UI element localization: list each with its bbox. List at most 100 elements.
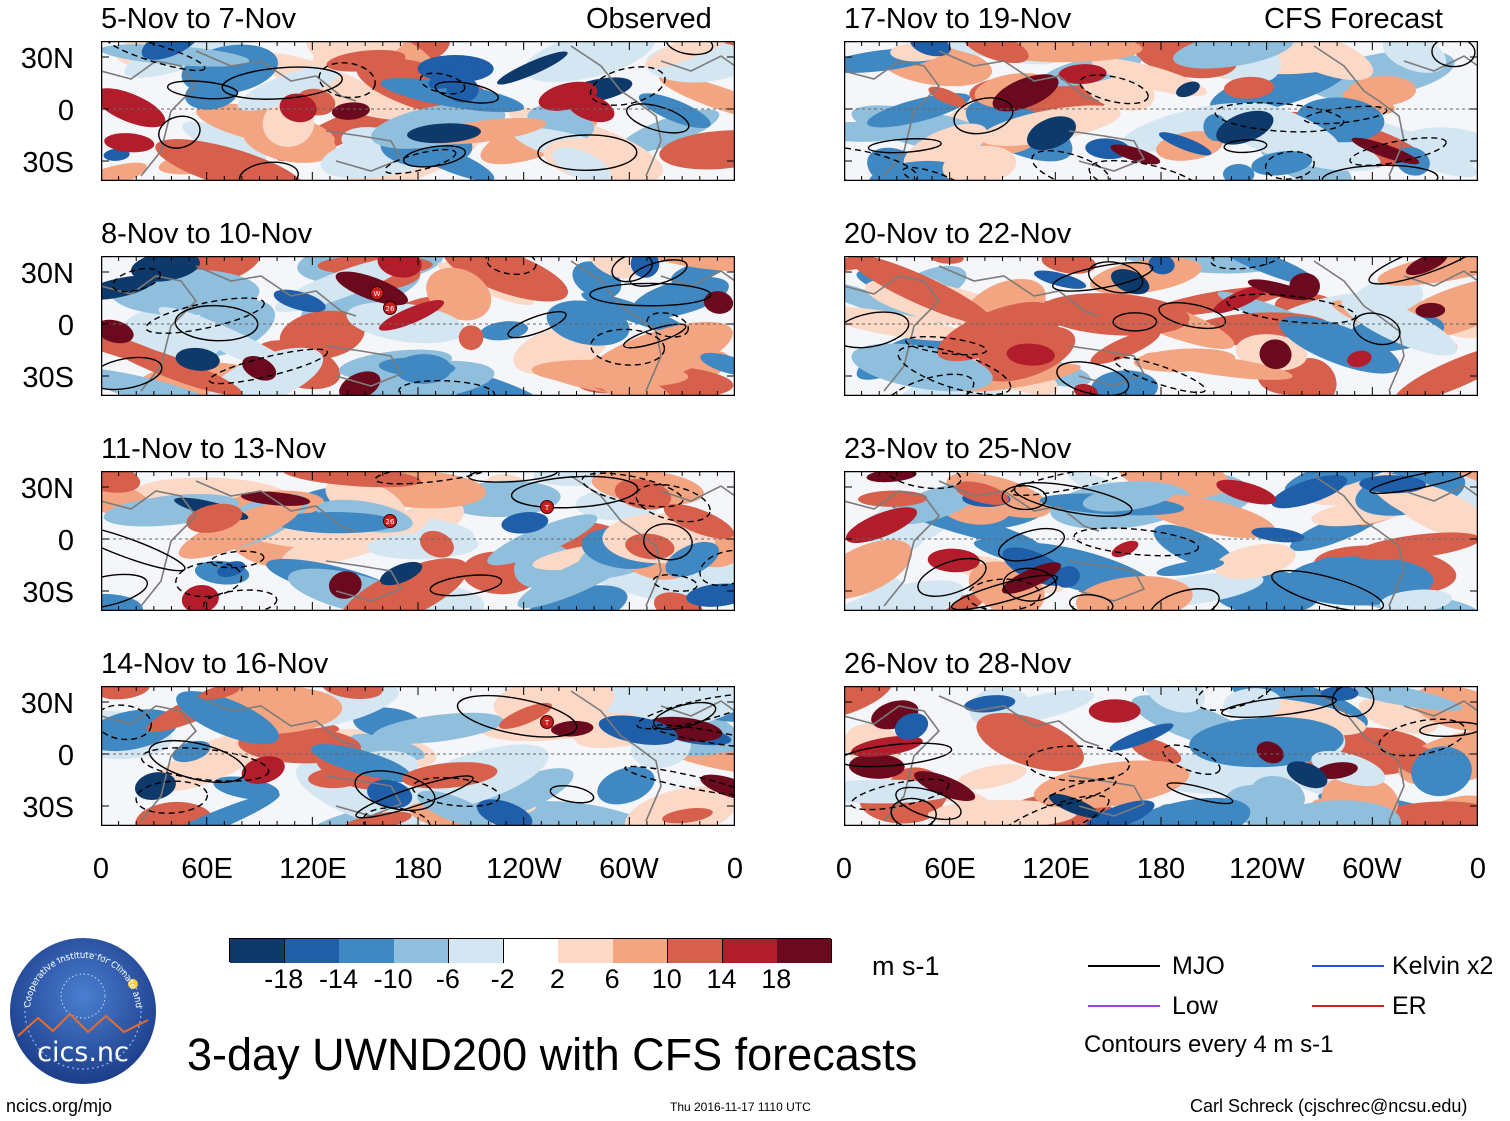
- positive-anomaly: [1214, 543, 1296, 580]
- mjo-contour: [1369, 471, 1473, 495]
- strong-positive-anomaly: [498, 702, 552, 729]
- mjo-contour: [850, 778, 950, 811]
- strong-negative-anomaly: [273, 289, 326, 313]
- negative-anomaly: [101, 44, 250, 67]
- mjo-contour: [485, 256, 537, 276]
- positive-anomaly: [531, 359, 689, 387]
- map-panel-left-2: W 26: [101, 256, 735, 396]
- mjo-contour: [890, 797, 937, 826]
- mjo-contour: [510, 475, 639, 509]
- colorbar-box: [722, 939, 778, 963]
- mjo-contour: [895, 786, 962, 821]
- storm-marker: W: [370, 286, 384, 300]
- column-label-forecast: CFS Forecast: [1264, 3, 1443, 35]
- panel-title-left-2: 8-Nov to 10-Nov: [101, 218, 313, 250]
- negative-anomaly: [1316, 686, 1463, 711]
- strong-negative-anomaly: [1085, 800, 1155, 826]
- strong-negative-anomaly: [630, 256, 660, 278]
- positive-anomaly: [282, 471, 422, 488]
- mjo-contour: [174, 304, 259, 342]
- mjo-contour: [1051, 261, 1154, 292]
- mjo-contour: [902, 166, 966, 181]
- map-panel-right-2: [844, 256, 1478, 396]
- ytick-30s-3: 30S: [22, 577, 74, 609]
- mjo-contour: [581, 472, 684, 508]
- coastline: [325, 345, 403, 387]
- ytick-30n-2: 30N: [20, 258, 74, 290]
- colorbar-box: [339, 939, 395, 963]
- panel-title-left-3: 11-Nov to 13-Nov: [101, 433, 327, 465]
- coastline: [660, 55, 735, 72]
- strong-negative-anomaly: [1299, 722, 1325, 745]
- strong-negative-anomaly: [407, 123, 481, 144]
- negative-anomaly: [1082, 483, 1176, 512]
- positive-anomaly: [942, 145, 1017, 181]
- mjo-contour: [917, 557, 987, 597]
- strong-negative-anomaly: [1033, 270, 1087, 289]
- map-panel-right-4: [844, 686, 1478, 826]
- cics-logo: Cooperative Institute for Climate and Sa…: [5, 929, 158, 1086]
- mjo-contour: [1431, 41, 1476, 68]
- strong-negative-anomaly: [665, 541, 720, 577]
- xtick-left-0: 0: [92, 853, 110, 885]
- footer-url: ncics.org/mjo: [6, 1096, 113, 1116]
- mjo-contour: [844, 311, 910, 349]
- colorbar-unit: m s-1: [872, 951, 940, 981]
- negative-anomaly: [546, 300, 630, 346]
- strong-positive-anomaly: [1247, 279, 1311, 301]
- strong-positive-anomaly: [1110, 144, 1161, 165]
- mjo-contour: [355, 775, 474, 819]
- xtick-right-180: 180: [1136, 853, 1186, 885]
- map-panel-left-3: 26 T: [101, 471, 735, 611]
- strong-negative-anomaly: [910, 41, 951, 57]
- coastline: [938, 695, 1100, 747]
- positive-anomaly: [1342, 89, 1395, 114]
- coastline: [660, 270, 735, 287]
- coastline: [195, 695, 357, 747]
- strong-positive-anomaly: [566, 92, 615, 123]
- positive-anomaly: [844, 306, 967, 342]
- xtick-right-120e: 120E: [1022, 853, 1090, 885]
- mjo-contour: [897, 345, 1012, 396]
- strong-positive-anomaly: [419, 530, 454, 558]
- footer-timestamp: Thu 2016-11-17 1110 UTC: [670, 1100, 811, 1114]
- panel-title-right-3: 23-Nov to 25-Nov: [844, 433, 1072, 465]
- coastline: [195, 265, 357, 317]
- negative-anomaly: [158, 306, 304, 378]
- colorbar-tick-label: 10: [651, 964, 682, 994]
- xtick-right-360: 0: [1469, 853, 1487, 885]
- mjo-contour: [1221, 695, 1337, 718]
- strong-negative-anomaly: [1271, 475, 1348, 509]
- wind-anomaly-map: [844, 41, 1478, 181]
- mjo-contour: [456, 694, 578, 738]
- strong-negative-anomaly: [1158, 132, 1212, 156]
- mjo-contour: [1056, 361, 1130, 396]
- mjo-contour: [844, 742, 953, 768]
- storm-marker: 26: [383, 514, 397, 528]
- strong-positive-anomaly: [844, 256, 874, 272]
- strong-negative-anomaly: [1222, 163, 1255, 181]
- xtick-left-60e: 60E: [181, 853, 233, 885]
- negative-anomaly: [1411, 746, 1472, 797]
- positive-anomaly: [135, 801, 214, 826]
- wind-anomaly-map: [844, 686, 1478, 826]
- positive-anomaly: [587, 256, 644, 279]
- mjo-contour: [665, 41, 714, 56]
- mjo-contour: [1031, 150, 1111, 181]
- positive-anomaly: [963, 41, 1029, 64]
- strong-negative-anomaly: [1026, 116, 1076, 151]
- strong-positive-anomaly: [458, 325, 484, 350]
- coastline: [1313, 45, 1405, 177]
- storm-marker: T: [540, 500, 554, 514]
- positive-anomaly: [659, 74, 735, 122]
- coastline: [195, 50, 357, 102]
- strong-positive-anomaly: [101, 319, 134, 344]
- strong-negative-anomaly: [217, 561, 246, 577]
- storm-marker-label: 26: [386, 305, 395, 313]
- strong-positive-anomaly: [186, 503, 243, 533]
- storm-marker-label: T: [544, 719, 550, 727]
- strong-positive-anomaly: [104, 133, 155, 153]
- coastline: [844, 60, 941, 177]
- colorbar-tick-label: 2: [549, 964, 565, 994]
- positive-anomaly: [426, 267, 492, 321]
